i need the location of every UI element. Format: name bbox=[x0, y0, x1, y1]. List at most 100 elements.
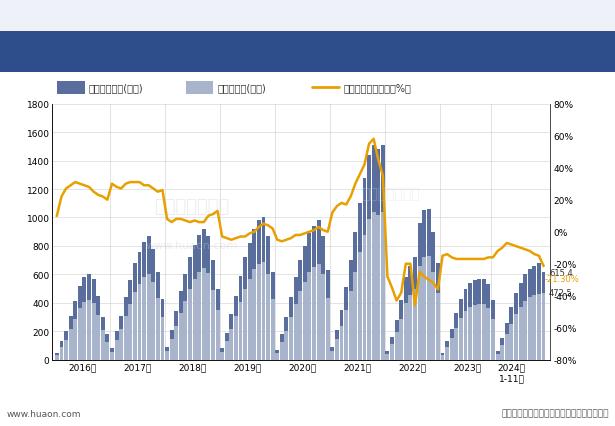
Bar bbox=[147, 236, 151, 360]
Bar bbox=[344, 310, 348, 360]
Bar bbox=[486, 308, 490, 360]
Bar bbox=[280, 334, 284, 360]
Bar bbox=[326, 298, 330, 360]
Bar bbox=[220, 348, 224, 360]
Bar bbox=[101, 330, 105, 360]
Bar bbox=[344, 288, 348, 360]
Bar bbox=[197, 235, 201, 360]
Bar bbox=[376, 215, 380, 360]
Bar bbox=[468, 308, 472, 360]
Bar bbox=[505, 335, 509, 360]
Bar bbox=[138, 252, 141, 360]
Bar bbox=[170, 330, 173, 360]
Bar bbox=[371, 212, 376, 360]
Bar bbox=[211, 261, 215, 360]
Bar bbox=[207, 273, 210, 360]
Bar bbox=[542, 273, 546, 360]
Bar bbox=[239, 302, 242, 360]
Bar bbox=[358, 204, 362, 360]
Bar bbox=[349, 292, 352, 360]
Bar bbox=[174, 327, 178, 360]
Bar bbox=[482, 279, 486, 360]
Bar bbox=[440, 355, 445, 360]
Bar bbox=[138, 285, 141, 360]
Bar bbox=[114, 340, 119, 360]
Bar bbox=[542, 293, 546, 360]
Bar bbox=[312, 268, 316, 360]
Bar bbox=[509, 308, 514, 360]
Bar bbox=[92, 279, 95, 360]
Bar bbox=[509, 324, 514, 360]
Bar bbox=[188, 289, 192, 360]
Bar bbox=[528, 298, 532, 360]
Bar bbox=[427, 210, 430, 360]
Bar bbox=[252, 229, 256, 360]
Bar bbox=[7, 5, 15, 26]
Bar bbox=[386, 354, 389, 360]
Bar bbox=[335, 340, 339, 360]
Bar bbox=[133, 293, 137, 360]
Bar bbox=[418, 266, 421, 360]
Bar bbox=[252, 270, 256, 360]
Bar bbox=[431, 272, 435, 360]
Bar bbox=[183, 301, 188, 360]
Bar bbox=[57, 82, 85, 95]
Text: 住宅投资额(亿元): 住宅投资额(亿元) bbox=[217, 83, 266, 93]
Bar bbox=[500, 339, 504, 360]
Text: 472.5: 472.5 bbox=[549, 288, 573, 297]
Bar bbox=[418, 224, 421, 360]
Bar bbox=[248, 244, 252, 360]
Bar bbox=[156, 298, 160, 360]
Bar bbox=[533, 266, 536, 360]
Bar bbox=[459, 299, 463, 360]
Bar bbox=[243, 290, 247, 360]
Bar bbox=[192, 245, 197, 360]
Bar bbox=[523, 302, 527, 360]
Bar bbox=[234, 316, 238, 360]
Bar bbox=[321, 236, 325, 360]
Bar bbox=[330, 351, 335, 360]
Bar bbox=[450, 339, 454, 360]
Bar bbox=[179, 292, 183, 360]
Bar bbox=[362, 235, 367, 360]
Bar bbox=[482, 304, 486, 360]
Bar bbox=[427, 256, 430, 360]
Bar bbox=[257, 264, 261, 360]
Bar bbox=[317, 221, 320, 360]
Text: 房地产投资额增速（%）: 房地产投资额增速（%） bbox=[343, 83, 411, 93]
Bar bbox=[473, 305, 477, 360]
Bar bbox=[105, 334, 109, 360]
Bar bbox=[266, 275, 270, 360]
Bar bbox=[381, 146, 385, 360]
Bar bbox=[280, 342, 284, 360]
Bar bbox=[367, 155, 371, 360]
Bar bbox=[399, 300, 403, 360]
Text: 房地产投资额(亿元): 房地产投资额(亿元) bbox=[89, 83, 143, 93]
Bar bbox=[110, 348, 114, 360]
Bar bbox=[142, 278, 146, 360]
Bar bbox=[514, 293, 518, 360]
Bar bbox=[96, 296, 100, 360]
Bar bbox=[454, 328, 458, 360]
Bar bbox=[110, 352, 114, 360]
Bar bbox=[528, 269, 532, 360]
Bar bbox=[64, 340, 68, 360]
Bar bbox=[436, 263, 440, 360]
Bar bbox=[293, 304, 298, 360]
Bar bbox=[151, 249, 155, 360]
Bar bbox=[423, 211, 426, 360]
Bar bbox=[129, 280, 132, 360]
Bar bbox=[161, 299, 164, 360]
Bar bbox=[445, 347, 449, 360]
Bar bbox=[454, 313, 458, 360]
Bar bbox=[248, 280, 252, 360]
Bar bbox=[87, 300, 91, 360]
Bar bbox=[170, 340, 173, 360]
Bar bbox=[216, 289, 220, 360]
Bar bbox=[298, 261, 302, 360]
Bar bbox=[271, 272, 275, 360]
Bar bbox=[293, 278, 298, 360]
Bar bbox=[464, 311, 467, 360]
Bar bbox=[234, 296, 238, 360]
Bar bbox=[390, 344, 394, 360]
